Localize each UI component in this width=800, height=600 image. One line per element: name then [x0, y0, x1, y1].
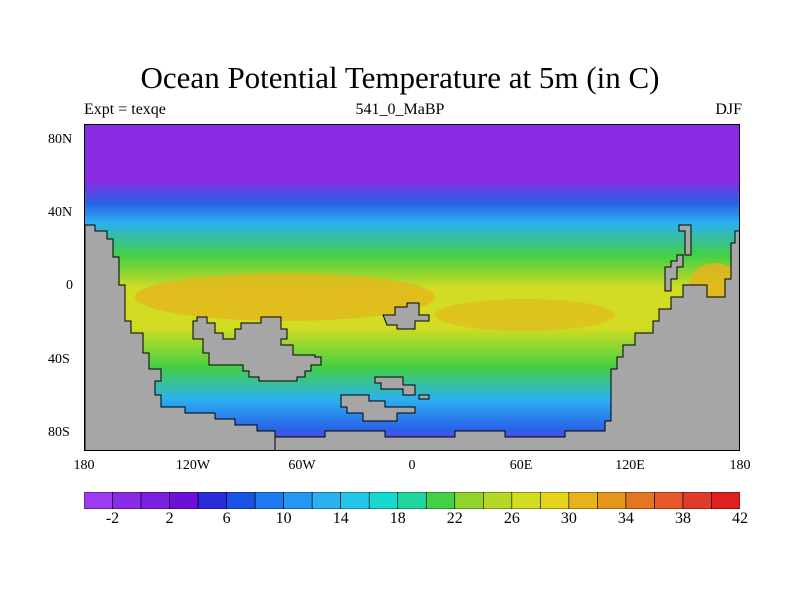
- southern-continent: [274, 230, 739, 450]
- colorbar-swatch: [311, 492, 341, 509]
- colorbar-label: 38: [674, 510, 691, 527]
- colorbar-swatch: [625, 492, 655, 509]
- colorbar-swatch: [482, 492, 513, 509]
- southern-islands: [340, 376, 430, 422]
- colorbar-swatch: [169, 492, 199, 509]
- lon-label-60e: 60E: [509, 458, 533, 473]
- colorbar-swatch: [540, 492, 570, 509]
- lon-label-180e: 180: [729, 458, 751, 473]
- season-label: DJF: [715, 101, 742, 118]
- warm-pool-west: [135, 273, 435, 321]
- colorbar-swatch: [112, 492, 142, 509]
- lat-label-40n: 40N: [48, 205, 73, 220]
- colorbar-label: 10: [275, 510, 292, 527]
- west-continent: [85, 224, 286, 450]
- period-label: 541_0_MaBP: [355, 101, 445, 118]
- lat-label-80s: 80S: [48, 425, 70, 440]
- colorbar-swatch: [597, 492, 627, 509]
- colorbar-swatch: [654, 492, 684, 509]
- central-island-small: [382, 302, 430, 330]
- colorbar-label: 18: [389, 510, 406, 527]
- colorbar-label: 14: [332, 510, 349, 527]
- colorbar-swatch: [254, 492, 284, 509]
- colorbar-swatches: [84, 492, 740, 509]
- colorbar-label: 34: [617, 510, 634, 527]
- colorbar-swatch: [454, 492, 484, 509]
- experiment-label: Expt = texqe: [84, 101, 166, 118]
- lon-label-0: 0: [408, 458, 416, 473]
- colorbar-swatch: [711, 492, 740, 509]
- lat-label-equator: 0: [66, 278, 73, 293]
- map-title: Ocean Potential Temperature at 5m (in C): [140, 60, 660, 95]
- lat-label-40s: 40S: [48, 352, 70, 367]
- colorbar: [84, 492, 740, 509]
- colorbar-swatch: [511, 492, 541, 509]
- lon-label-120e: 120E: [615, 458, 645, 473]
- central-island-large: [192, 316, 322, 382]
- colorbar-swatch: [397, 492, 427, 509]
- colorbar-swatch: [226, 492, 256, 509]
- colorbar-swatch: [568, 492, 598, 509]
- warm-pool-central: [435, 299, 615, 331]
- colorbar-swatch: [140, 492, 170, 509]
- lon-label-180w: 180: [73, 458, 95, 473]
- colorbar-swatch: [283, 492, 313, 509]
- lon-label-120w: 120W: [175, 458, 211, 473]
- colorbar-swatch: [197, 492, 227, 509]
- eastern-peninsula-east: [678, 224, 692, 256]
- map-canvas: [85, 125, 739, 450]
- colorbar-swatch: [84, 492, 113, 509]
- lat-label-80n: 80N: [48, 132, 73, 147]
- colorbar-label: 2: [165, 510, 174, 527]
- colorbar-swatch: [368, 492, 399, 509]
- colorbar-label: 30: [560, 510, 577, 527]
- colorbar-label: 26: [503, 510, 520, 527]
- colorbar-swatch: [425, 492, 456, 509]
- temperature-map: [84, 124, 740, 451]
- colorbar-label: 22: [446, 510, 463, 527]
- colorbar-swatch: [682, 492, 712, 509]
- colorbar-label: -2: [105, 510, 120, 527]
- lon-label-60w: 60W: [288, 458, 316, 473]
- colorbar-swatch: [340, 492, 370, 509]
- eastern-peninsula-west: [664, 254, 684, 292]
- colorbar-label: 42: [732, 510, 748, 527]
- colorbar-label: 6: [222, 510, 231, 527]
